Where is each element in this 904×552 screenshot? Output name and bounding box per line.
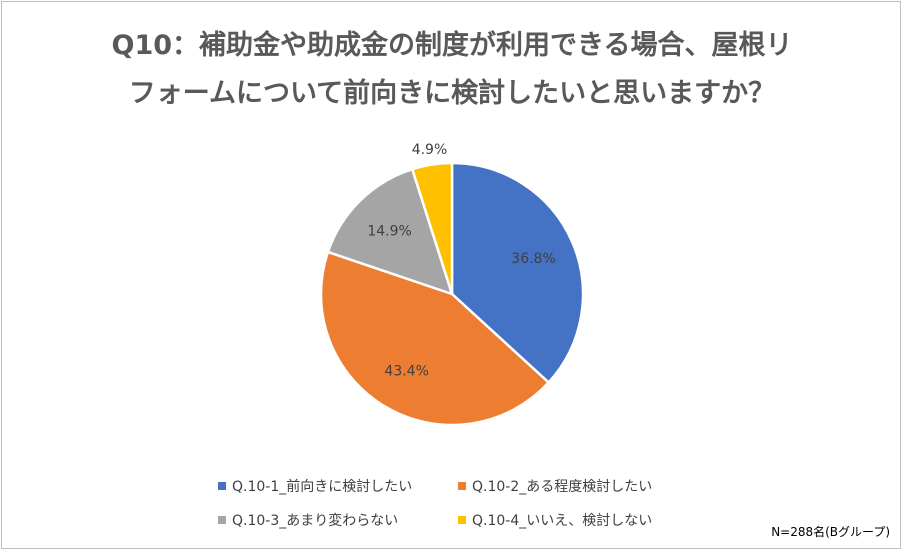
chart-title: Q10：補助金や助成金の制度が利用できる場合、屋根リ フォームについて前向きに検… [0,22,904,118]
legend-swatch-4 [458,516,466,524]
pie-slice-1 [450,161,585,385]
pie-slice-4 [410,161,454,295]
legend-item-3: Q.10-3_あまり変わらない [218,510,398,530]
data-label-2: 43.4% [384,364,428,380]
legend-label-3: Q.10-3_あまり変わらない [232,513,399,529]
chart-title-line-1: Q10：補助金や助成金の制度が利用できる場合、屋根リ [111,30,793,61]
legend-item-4: Q.10-4_いいえ、検討しない [458,510,652,530]
legend-swatch-2 [458,482,466,490]
data-label-4: 4.9% [412,142,448,158]
legend-label-1: Q.10-1_前向きに検討したい [232,479,413,495]
legend-label-2: Q.10-2_ある程度検討したい [472,479,653,495]
legend-item-1: Q.10-1_前向きに検討したい [218,476,412,496]
sample-size-note: N=288名(Bグループ) [771,525,890,539]
chart-title-line-2: フォームについて前向きに検討したいと思いますか？ [128,78,776,109]
legend-label-4: Q.10-4_いいえ、検討しない [472,513,653,529]
legend-swatch-1 [218,482,226,490]
data-label-1: 36.8% [511,251,555,267]
legend-item-2: Q.10-2_ある程度検討したい [458,476,652,496]
pie-slice-2 [319,250,551,427]
legend-swatch-3 [218,516,226,524]
data-label-3: 14.9% [367,223,411,239]
